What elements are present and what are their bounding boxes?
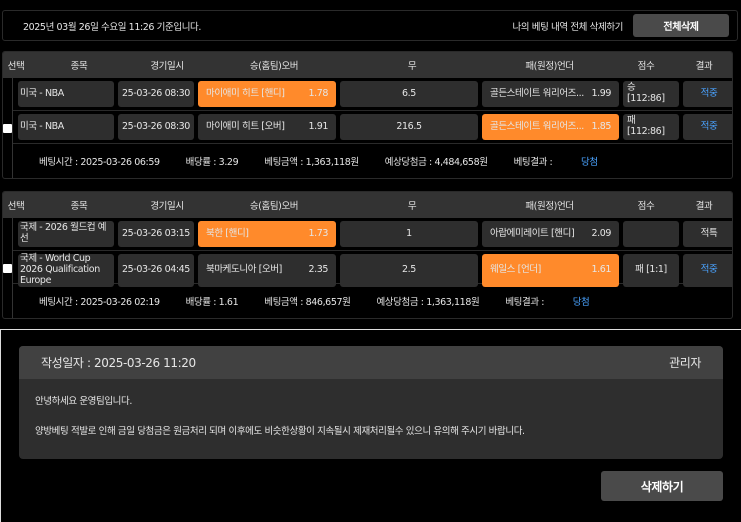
away-team: 골든스테이트 워리어즈...	[490, 87, 584, 99]
away-team: 웨일스 [언더]	[490, 263, 541, 275]
result-cell: 적중	[683, 114, 732, 140]
column-header: 무	[407, 61, 417, 72]
table-header: 선택 종목 경기일시 승(홈팀)오버 무 패(원정)언더 점수 결과	[3, 192, 732, 218]
away-team: 아랍에미레이트 [핸디]	[490, 227, 575, 239]
column-header: 점수	[637, 201, 655, 212]
notice-panel: 작성일자 : 2025-03-26 11:20 관리자 안녕하세요 운영팀입니다…	[19, 346, 723, 459]
match-time-cell: 25-03-26 08:30	[118, 81, 194, 107]
home-odds-cell: 북한 [핸디] 1.73	[198, 221, 336, 247]
away-odds-cell: 아랍에미레이트 [핸디] 2.09	[482, 221, 619, 247]
column-header: 경기일시	[150, 61, 184, 72]
bet-amount: 베팅금액 : 846,657원	[264, 297, 351, 308]
column-header: 패(원정)언더	[525, 201, 574, 212]
home-team: 마이애미 히트 [핸디]	[206, 87, 285, 99]
bet-panel: 선택 종목 경기일시 승(홈팀)오버 무 패(원정)언더 점수 결과 국제 - 2026 월드…	[2, 191, 733, 319]
column-header: 경기일시	[150, 201, 184, 212]
bet-result-label: 베팅결과 :	[513, 157, 555, 168]
bet-time: 베팅시간 : 2025-03-26 06:59	[39, 157, 160, 168]
column-header: 선택	[7, 201, 25, 212]
score-cell: 패 [112:86]	[623, 114, 679, 140]
notice-message: 양방베팅 적발로 인해 금일 당첨금은 원금처리 되며 이후에도 비슷한상황이 …	[35, 426, 525, 437]
delete-all-button[interactable]: 전체삭제	[633, 14, 729, 37]
score-cell: 패 [1:1]	[623, 254, 679, 287]
home-team: 북마케도니아 [오버]	[206, 263, 282, 275]
notice-section: 작성일자 : 2025-03-26 11:20 관리자 안녕하세요 운영팀입니다…	[0, 329, 741, 522]
table-header: 선택 종목 경기일시 승(홈팀)오버 무 패(원정)언더 점수 결과	[3, 52, 732, 78]
select-cell	[3, 218, 13, 318]
home-team: 마이애미 히트 [오버]	[206, 120, 285, 132]
bet-result: 당첨	[572, 297, 590, 308]
column-header: 승(홈팀)오버	[249, 61, 299, 72]
league-cell: 국제 - World Cup 2026 Qualification Europe	[18, 253, 114, 287]
column-header: 결과	[695, 61, 713, 72]
bet-amount: 베팅금액 : 1,363,118원	[264, 157, 359, 168]
home-odds: 1.91	[308, 120, 328, 132]
match-time-cell: 25-03-26 08:30	[118, 114, 194, 140]
notice-greeting: 안녕하세요 운영팀입니다.	[35, 396, 132, 407]
home-odds-cell: 마이애미 히트 [오버] 1.91	[198, 114, 336, 140]
result-cell: 적중	[683, 81, 732, 107]
notice-date: 작성일자 : 2025-03-26 11:20	[41, 356, 196, 370]
column-header: 결과	[695, 201, 713, 212]
score-cell	[623, 221, 679, 247]
bet-odds: 배당률 : 3.29	[185, 157, 239, 168]
bet-panel: 선택 종목 경기일시 승(홈팀)오버 무 패(원정)언더 점수 결과 미국 - NBA 25-…	[2, 51, 733, 179]
draw-cell: 6.5	[340, 81, 478, 107]
away-team: 골든스테이트 워리어즈...	[490, 120, 584, 132]
column-header: 패(원정)언더	[525, 61, 574, 72]
select-checkbox[interactable]	[3, 263, 12, 273]
home-odds-cell: 마이애미 히트 [핸디] 1.78	[198, 81, 336, 107]
away-odds: 1.61	[591, 263, 611, 275]
bet-summary: 베팅시간 : 2025-03-26 02:19 배당률 : 1.61 베팅금액 …	[13, 284, 732, 318]
home-odds: 1.73	[308, 227, 328, 239]
column-header: 선택	[7, 61, 25, 72]
table-row: 미국 - NBA 25-03-26 08:30 마이애미 히트 [오버] 1.91…	[13, 111, 732, 144]
match-time-cell: 25-03-26 04:45	[118, 254, 194, 287]
away-odds: 2.09	[591, 227, 611, 239]
column-header: 승(홈팀)오버	[249, 201, 299, 212]
home-odds-cell: 북마케도니아 [오버] 2.35	[198, 254, 336, 287]
column-header: 점수	[637, 61, 655, 72]
column-header: 종목	[70, 61, 88, 72]
delete-all-history-link[interactable]: 나의 베팅 내역 전체 삭제하기	[512, 21, 623, 33]
table-row: 국제 - World Cup 2026 Qualification Europe…	[13, 251, 732, 287]
bet-result-label: 베팅결과 :	[505, 297, 547, 308]
league-cell: 국제 - 2026 월드컵 예선	[18, 221, 114, 247]
table-row: 국제 - 2026 월드컵 예선 25-03-26 03:15 북한 [핸디] 1…	[13, 218, 732, 251]
select-cell	[3, 78, 13, 178]
away-odds-cell: 골든스테이트 워리어즈... 1.99	[482, 81, 619, 107]
away-odds-cell: 골든스테이트 워리어즈... 1.85	[482, 114, 619, 140]
home-odds: 1.78	[308, 87, 328, 99]
bet-result: 당첨	[580, 157, 598, 168]
league-cell: 미국 - NBA	[18, 114, 114, 140]
top-bar: 2025년 03월 26일 수요일 11:26 기준입니다. 나의 베팅 내역 …	[2, 10, 738, 41]
league-cell: 미국 - NBA	[18, 81, 114, 107]
result-cell: 적중	[683, 254, 732, 287]
expected-payout: 예상당첨금 : 4,484,658원	[384, 157, 488, 168]
bet-time: 베팅시간 : 2025-03-26 02:19	[39, 297, 160, 308]
draw-cell: 1	[340, 221, 478, 247]
match-time-cell: 25-03-26 03:15	[118, 221, 194, 247]
result-cell: 적특	[683, 221, 732, 247]
draw-cell: 216.5	[340, 114, 478, 140]
away-odds: 1.99	[591, 87, 611, 99]
column-header: 종목	[70, 201, 88, 212]
score-cell: 승 [112:86]	[623, 81, 679, 107]
away-odds-cell: 웨일스 [언더] 1.61	[482, 254, 619, 287]
select-checkbox[interactable]	[3, 123, 12, 133]
table-row: 미국 - NBA 25-03-26 08:30 마이애미 히트 [핸디] 1.78…	[13, 78, 732, 111]
expected-payout: 예상당첨금 : 1,363,118원	[376, 297, 480, 308]
delete-button[interactable]: 삭제하기	[601, 471, 723, 501]
away-odds: 1.85	[591, 120, 611, 132]
home-odds: 2.35	[308, 263, 328, 275]
bet-odds: 배당률 : 1.61	[185, 297, 239, 308]
column-header: 무	[407, 201, 417, 212]
draw-cell: 2.5	[340, 254, 478, 287]
bet-summary: 베팅시간 : 2025-03-26 06:59 배당률 : 3.29 베팅금액 …	[13, 144, 732, 178]
home-team: 북한 [핸디]	[206, 227, 249, 239]
notice-author: 관리자	[669, 356, 701, 370]
reference-date: 2025년 03월 26일 수요일 11:26 기준입니다.	[23, 21, 201, 33]
